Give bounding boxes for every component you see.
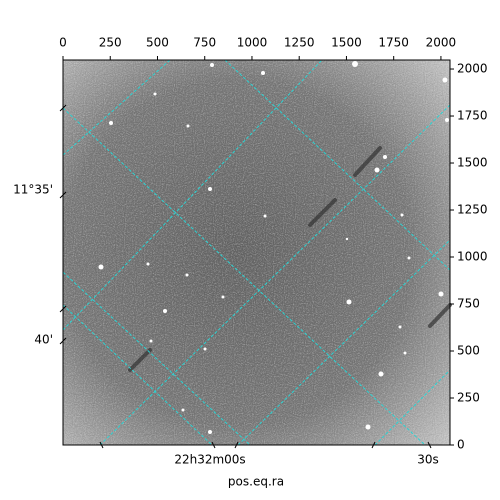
x-axis-label: pos.eq.ra bbox=[228, 475, 284, 489]
y-tick-label: 1000 bbox=[457, 250, 488, 264]
x-tick-label: 500 bbox=[146, 36, 169, 50]
ra-tick-label: 30s bbox=[417, 453, 439, 467]
y-tick-label: 250 bbox=[457, 391, 480, 405]
x-tick-label: 750 bbox=[193, 36, 216, 50]
coord-grid bbox=[63, 60, 450, 445]
y-tick-label: 750 bbox=[457, 297, 480, 311]
streaks bbox=[128, 146, 452, 372]
x-tick-label: 1000 bbox=[237, 36, 268, 50]
frame bbox=[62, 59, 451, 446]
y-tick-label: 1750 bbox=[457, 109, 488, 123]
y-tick-label: 1500 bbox=[457, 156, 488, 170]
y-tick-label: 0 bbox=[457, 438, 465, 452]
wcs-ticks bbox=[59, 104, 432, 449]
x-tick-label: 0 bbox=[59, 36, 67, 50]
y-tick-label: 1250 bbox=[457, 203, 488, 217]
y-tick-label: 2000 bbox=[457, 62, 488, 76]
x-tick-label: 250 bbox=[99, 36, 122, 50]
y-tick-label: 500 bbox=[457, 344, 480, 358]
x-tick-label: 1500 bbox=[331, 36, 362, 50]
ra-tick-label: 22h32m00s bbox=[174, 453, 245, 467]
x-tick-label: 1750 bbox=[378, 36, 409, 50]
dec-tick-label: 11°35' bbox=[13, 183, 53, 197]
x-tick-label: 1250 bbox=[284, 36, 315, 50]
dec-tick-label: 40' bbox=[34, 333, 53, 347]
image bbox=[63, 60, 452, 445]
x-tick-label: 2000 bbox=[426, 36, 457, 50]
stars bbox=[98, 61, 449, 434]
